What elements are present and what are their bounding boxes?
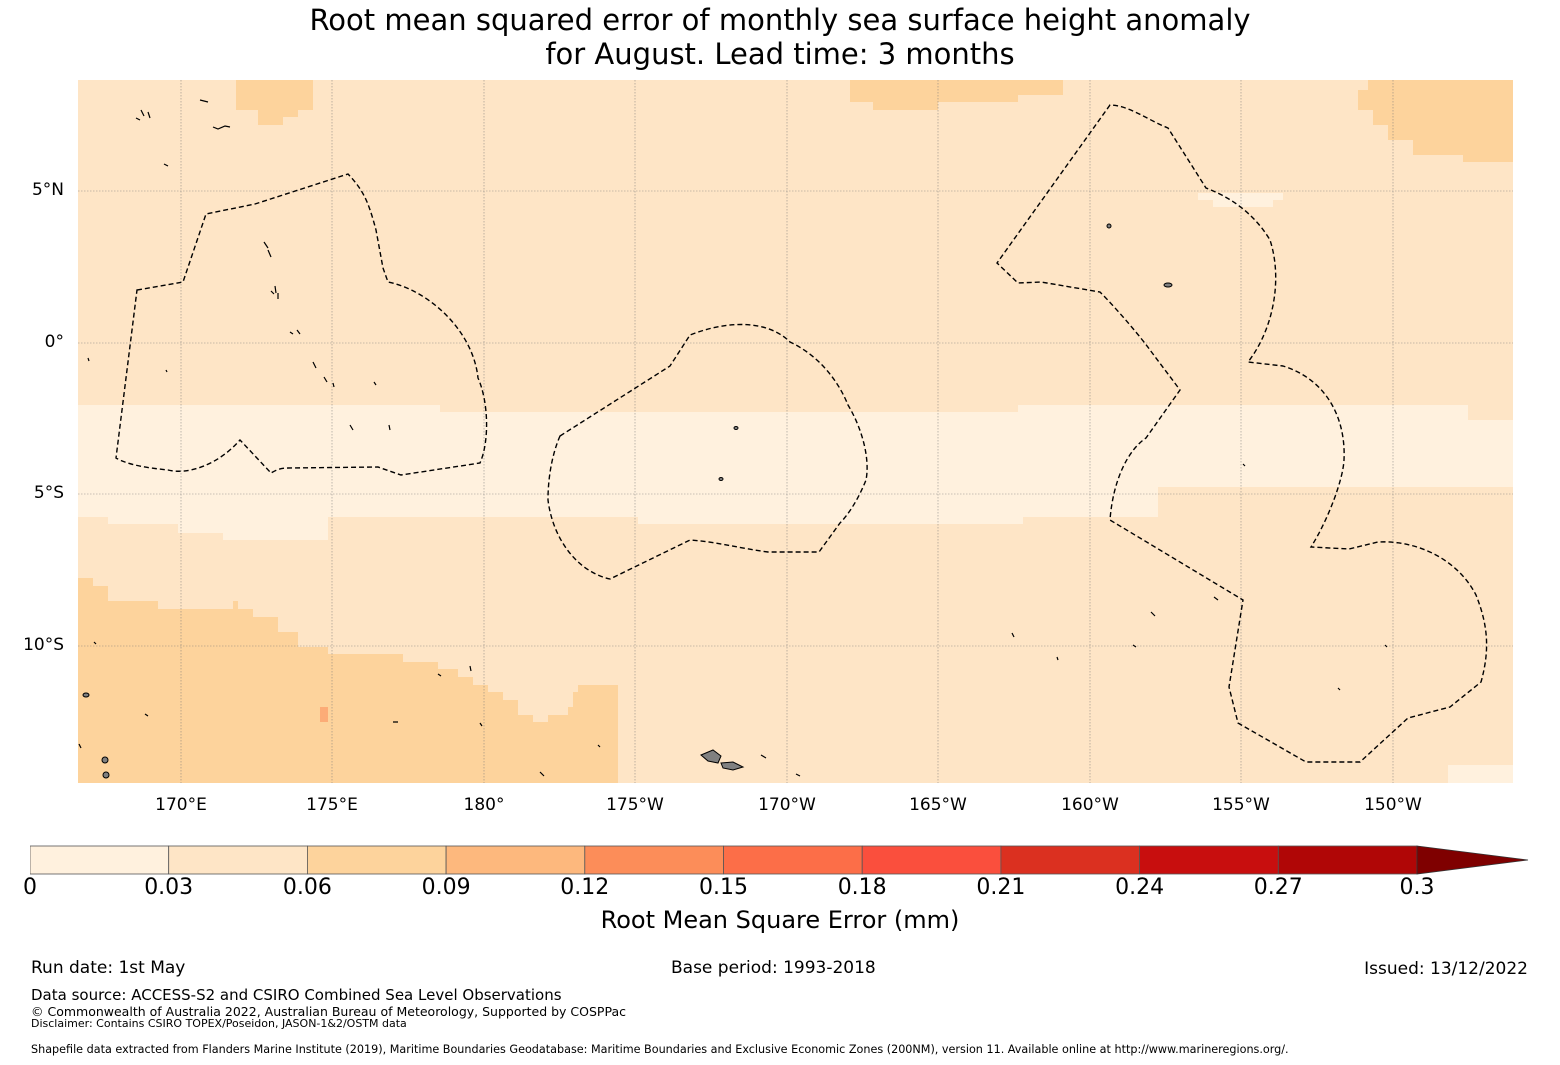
run-date: Run date: 1st May [31, 958, 186, 978]
island-specks [78, 99, 1388, 777]
longitude-label: 175°E [306, 795, 358, 815]
island [102, 771, 110, 779]
island-fiji [82, 692, 90, 698]
low-error-cell-southeast [1448, 765, 1513, 783]
longitude-label: 170°W [758, 795, 816, 815]
colorbar-extend-arrow [1416, 845, 1529, 875]
island [718, 477, 724, 481]
latitude-label: 5°S [33, 483, 64, 503]
colorbar-tick-label: 0.09 [421, 875, 471, 900]
colorbar-tick-label: 0.06 [282, 875, 332, 900]
longitude-label: 170°E [155, 795, 207, 815]
disclaimer: Disclaimer: Contains CSIRO TOPEX/Poseido… [31, 1017, 407, 1030]
island [1106, 223, 1112, 229]
colorbar-bin [723, 845, 863, 875]
colorbar-bin [861, 845, 1002, 875]
eez-boundaries [115, 104, 1488, 763]
rmse-map [78, 80, 1513, 783]
colorbar-bin [1277, 845, 1418, 875]
shapefile-credit: Shapefile data extracted from Flanders M… [31, 1043, 1289, 1056]
island [101, 756, 109, 764]
island [1163, 282, 1173, 288]
colorbar-tick-label: 0.24 [1115, 875, 1165, 900]
longitude-label: 160°W [1061, 795, 1119, 815]
high-error-patch-southwest [78, 578, 618, 783]
low-error-cell-northeast [1198, 193, 1283, 207]
colorbar-tick-label: 0.21 [976, 875, 1026, 900]
colorbar-bin [584, 845, 724, 875]
colorbar-tick-label: 0.27 [1253, 875, 1303, 900]
colorbar-bin [306, 845, 447, 875]
high-error-patch-north-1 [236, 80, 313, 125]
colorbar-bin [1139, 845, 1279, 875]
high-error-patch-northeast [1358, 80, 1513, 162]
island-samoa-savaii [720, 761, 745, 771]
eez-boundary-line-islands [996, 104, 1488, 763]
colorbar-tick-label: 0.12 [560, 875, 610, 900]
colorbar-bin [445, 845, 586, 875]
longitude-label: 180° [463, 795, 505, 815]
issued-date: Issued: 13/12/2022 [1364, 959, 1528, 979]
latitude-label: 0° [44, 332, 64, 352]
colorbar-tick-label: 0.18 [837, 875, 887, 900]
copyright-notice: © Commonwealth of Australia 2022, Austra… [31, 1004, 626, 1019]
base-period: Base period: 1993-2018 [671, 958, 876, 978]
high-error-cell [320, 707, 328, 722]
map-title-line-2: for August. Lead time: 3 months [545, 37, 1015, 71]
longitude-label: 175°W [606, 795, 664, 815]
high-error-patch-north-2 [850, 80, 1063, 110]
low-error-band [78, 405, 1513, 540]
longitude-label: 155°W [1212, 795, 1270, 815]
latitude-label: 10°S [23, 635, 64, 655]
colorbar-bin [168, 845, 308, 875]
colorbar-tick-label: 0.03 [144, 875, 194, 900]
colorbar [30, 845, 1529, 875]
colorbar-tick-label: 0 [23, 875, 37, 900]
island [733, 426, 739, 430]
island-samoa-upolu [700, 749, 722, 764]
island-outlines [82, 223, 1173, 779]
longitude-label: 150°W [1364, 795, 1422, 815]
colorbar-bin [1000, 845, 1141, 875]
eez-boundary-kiribati-phoenix [547, 323, 868, 580]
colorbar-tick-label: 0.3 [1399, 875, 1435, 900]
latitude-label: 5°N [31, 180, 64, 200]
colorbar-bin [30, 845, 170, 875]
map-title-line-1: Root mean squared error of monthly sea s… [309, 3, 1251, 37]
eez-boundary-kiribati-gilbert [115, 173, 488, 476]
data-source: Data source: ACCESS-S2 and CSIRO Combine… [31, 986, 562, 1004]
colorbar-label: Root Mean Square Error (mm) [600, 906, 960, 934]
longitude-label: 165°W [909, 795, 967, 815]
colorbar-tick-label: 0.15 [699, 875, 748, 900]
graticule [78, 80, 1513, 783]
